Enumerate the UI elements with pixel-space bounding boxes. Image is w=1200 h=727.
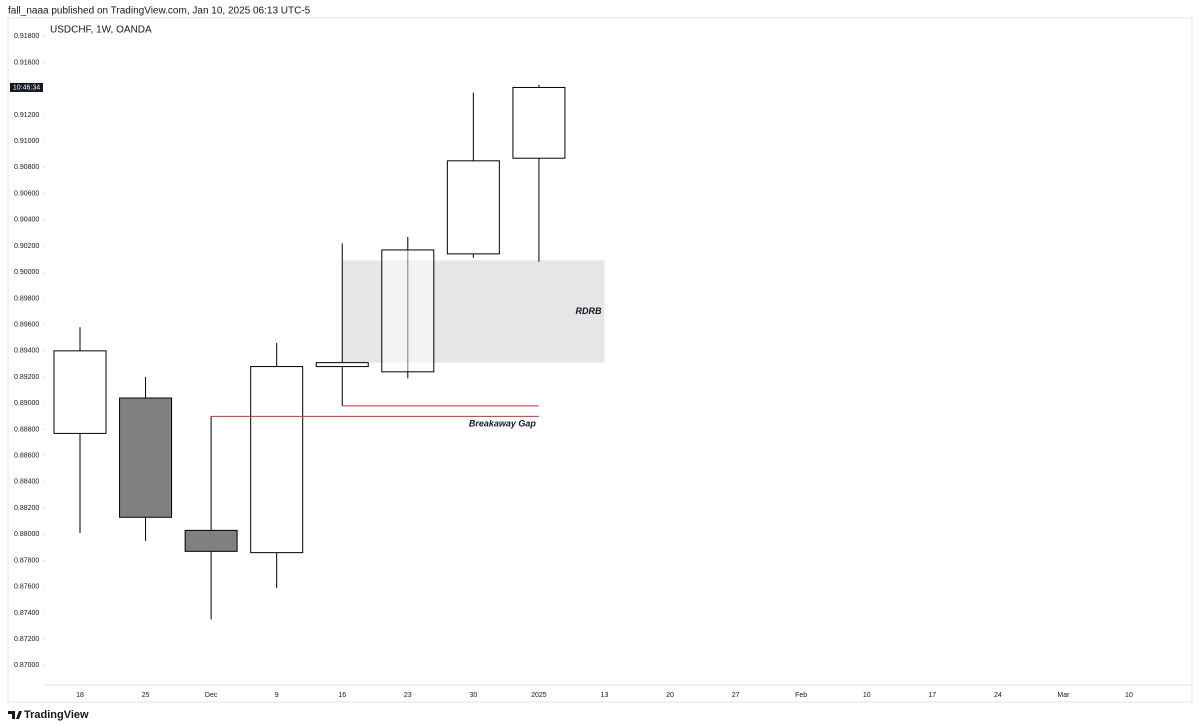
rdrb-label: RDRB [575, 306, 601, 316]
candle-body [381, 249, 435, 373]
candle-body [250, 366, 304, 554]
y-tick-label: 0.89200 [14, 374, 39, 381]
gap-label: Breakaway Gap [469, 419, 537, 429]
x-tick-label: 17 [928, 692, 936, 699]
x-tick-label: 10 [863, 692, 871, 699]
candle-body [446, 160, 500, 255]
price-marker-label: 10:46:34 [13, 84, 40, 91]
chart-frame [7, 17, 1193, 703]
x-tick-label: 13 [601, 692, 609, 699]
y-tick-label: 0.91200 [14, 112, 39, 119]
y-tick-label: 0.88600 [14, 453, 39, 460]
y-tick-label: 0.90800 [14, 164, 39, 171]
y-tick-label: 0.89400 [14, 348, 39, 355]
y-tick-label: 0.90000 [14, 269, 39, 276]
x-tick-label: 25 [142, 692, 150, 699]
x-tick-label: 30 [469, 692, 477, 699]
y-tick-label: 0.87400 [14, 610, 39, 617]
y-tick-label: 0.87600 [14, 584, 39, 591]
y-tick-label: 0.88200 [14, 505, 39, 512]
x-tick-label: Feb [795, 692, 807, 699]
x-tick-label: 24 [994, 692, 1002, 699]
brand-name: TradingView [24, 709, 89, 721]
candle-body [512, 86, 566, 159]
y-tick-label: 0.91800 [14, 33, 39, 40]
y-tick-label: 0.87800 [14, 557, 39, 564]
x-tick-label: 2025 [531, 692, 547, 699]
x-tick-label: 27 [732, 692, 740, 699]
x-tick-label: 23 [404, 692, 412, 699]
y-tick-label: 0.91000 [14, 138, 39, 145]
symbol-title: USDCHF, 1W, OANDA [50, 25, 152, 36]
x-tick-label: 9 [275, 692, 279, 699]
x-tick-label: 10 [1125, 692, 1133, 699]
y-tick-label: 0.90200 [14, 243, 39, 250]
price-marker-box [10, 82, 43, 92]
candle-body [119, 397, 173, 518]
y-tick-label: 0.91600 [14, 59, 39, 66]
brand-logo: TradingView [8, 709, 89, 721]
candle-body [184, 529, 238, 552]
y-tick-label: 0.88400 [14, 479, 39, 486]
publish-info: fall_naaa published on TradingView.com, … [8, 6, 311, 17]
x-tick-label: 20 [666, 692, 674, 699]
y-tick-label: 0.88000 [14, 531, 39, 538]
y-tick-label: 0.87000 [14, 662, 39, 669]
y-tick-label: 0.87200 [14, 636, 39, 643]
x-tick-label: 16 [338, 692, 346, 699]
x-tick-label: Dec [205, 692, 218, 699]
y-tick-label: 0.89800 [14, 295, 39, 302]
candle-body [53, 350, 107, 434]
y-tick-label: 0.89600 [14, 321, 39, 328]
x-tick-label: 18 [76, 692, 84, 699]
y-tick-label: 0.88800 [14, 426, 39, 433]
y-tick-label: 0.90600 [14, 190, 39, 197]
y-tick-label: 0.89000 [14, 400, 39, 407]
candle-body [315, 362, 369, 368]
y-tick-label: 0.90400 [14, 217, 39, 224]
x-tick-label: Mar [1057, 692, 1070, 699]
